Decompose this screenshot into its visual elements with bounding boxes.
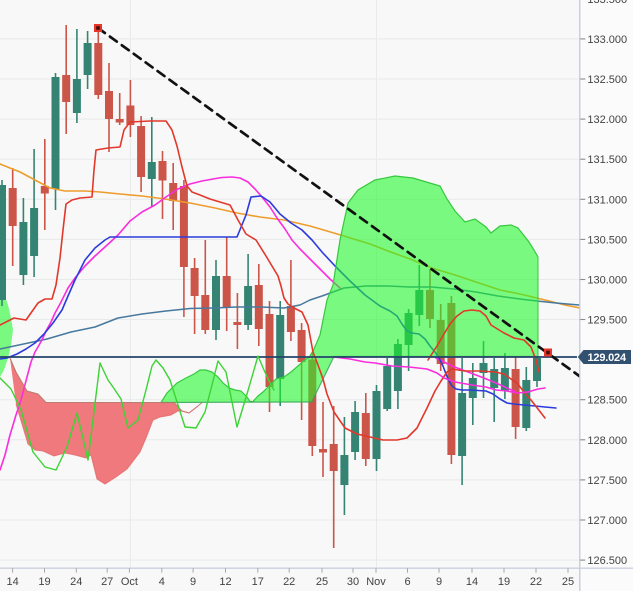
svg-text:12: 12 [219,576,231,588]
svg-text:17: 17 [252,576,264,588]
svg-text:19: 19 [498,576,510,588]
svg-text:Oct: Oct [121,576,138,588]
svg-text:129.024: 129.024 [588,352,627,364]
svg-text:6: 6 [404,576,410,588]
svg-text:133.500: 133.500 [587,0,627,6]
svg-text:14: 14 [466,576,478,588]
svg-text:Nov: Nov [366,576,386,588]
svg-text:25: 25 [562,576,574,588]
svg-text:22: 22 [530,576,542,588]
svg-text:130.000: 130.000 [587,275,627,287]
svg-text:132.000: 132.000 [587,114,627,126]
svg-text:127.500: 127.500 [587,475,627,487]
svg-text:131.500: 131.500 [587,154,627,166]
svg-text:128.500: 128.500 [587,395,627,407]
svg-text:27: 27 [101,576,113,588]
svg-text:14: 14 [6,576,18,588]
svg-text:126.500: 126.500 [587,555,627,567]
svg-text:132.500: 132.500 [587,74,627,86]
svg-text:19: 19 [38,576,50,588]
svg-text:128.000: 128.000 [587,435,627,447]
svg-text:131.000: 131.000 [587,194,627,206]
svg-text:9: 9 [190,576,196,588]
svg-text:133.000: 133.000 [587,34,627,46]
svg-text:127.000: 127.000 [587,515,627,527]
svg-text:22: 22 [283,576,295,588]
svg-text:9: 9 [436,576,442,588]
svg-text:130.500: 130.500 [587,234,627,246]
svg-text:30: 30 [347,576,359,588]
svg-text:25: 25 [316,576,328,588]
svg-text:24: 24 [70,576,82,588]
svg-text:4: 4 [159,576,165,588]
svg-text:129.500: 129.500 [587,315,627,327]
